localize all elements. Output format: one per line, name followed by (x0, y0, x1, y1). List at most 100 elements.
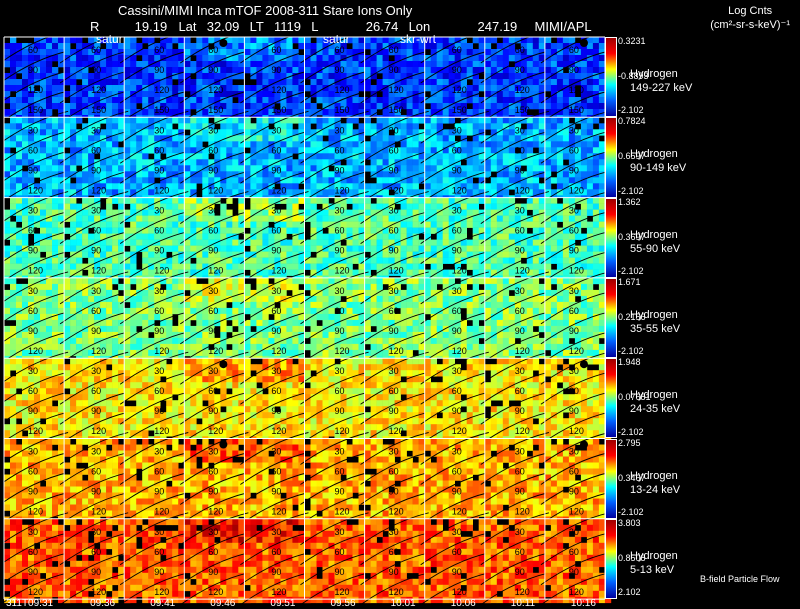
image-panel: 30 60 90 120 (180, 110, 251, 204)
contour-label: 30 (335, 447, 345, 457)
lon-label: Lon (408, 19, 431, 34)
contour-label: 30 (271, 206, 281, 216)
energy-range: 90-149 keV (630, 162, 687, 175)
image-panel: 30 60 90 120 (240, 271, 311, 365)
contour-label: 60 (452, 306, 462, 316)
contour-label: 150 (452, 105, 467, 115)
energy-range: 5-13 keV (630, 563, 675, 576)
contour-label: 120 (569, 185, 584, 195)
colorbar-min-label: -2.102 (618, 426, 644, 437)
contour-label: 30 (271, 286, 281, 296)
contour-label: 90 (28, 65, 38, 75)
contour-label: 90 (208, 567, 218, 577)
contour-label: 90 (271, 165, 281, 175)
contour-label: 90 (335, 406, 345, 416)
contour-label: 60 (208, 386, 218, 396)
contour-label: 120 (569, 587, 584, 597)
time-tick-label: 10:11 (510, 598, 536, 609)
units-label: Log Cnts (cm²-sr-s-keV)⁻¹ (710, 4, 790, 32)
contour-label: 150 (154, 105, 169, 115)
contour-label: 30 (335, 527, 345, 537)
contour-label: 120 (389, 266, 404, 276)
contour-label: 60 (91, 45, 101, 55)
contour-label: 60 (208, 547, 218, 557)
contour-label: 30 (28, 527, 38, 537)
contour-label: 30 (515, 286, 525, 296)
contour-label: 60 (91, 386, 101, 396)
contour-label: 120 (335, 507, 350, 517)
contour-label: 120 (271, 266, 286, 276)
contour-label: 120 (154, 426, 169, 436)
contour-label: 60 (335, 386, 345, 396)
contour-label: 120 (208, 426, 223, 436)
image-panel: 30 60 90 120 (300, 191, 371, 284)
contour-label: 60 (28, 45, 38, 55)
image-panel: 30 60 90 120 (360, 110, 431, 204)
contour-label: 120 (271, 507, 286, 517)
image-panel: 30 60 90 120 (480, 432, 552, 525)
image-panel: 30 60 90 120 (119, 271, 191, 365)
contour-label: 90 (154, 65, 164, 75)
image-panel: 30 60 90 120 (59, 110, 131, 204)
contour-label: 120 (154, 266, 169, 276)
colorbar (605, 37, 617, 118)
image-panel: 30 60 90 120 (540, 271, 612, 365)
contour-label: 120 (91, 85, 106, 95)
position-readout: R 19.19 Lat 32.09 LT 1119 L 26.74 Lon 24… (90, 19, 592, 34)
species-name: Hydrogen (630, 68, 678, 80)
contour-label: 30 (91, 286, 101, 296)
contour-label: 60 (154, 145, 164, 155)
contour-label: 150 (28, 105, 43, 115)
contour-label: 60 (154, 306, 164, 316)
image-panel: 30 60 90 120 (59, 191, 131, 284)
contour-label: 60 (208, 306, 218, 316)
contour-label: 90 (335, 487, 345, 497)
channel-label: Hydrogen 5-13 keV (630, 549, 678, 577)
colorbar-min-label: -2.102 (618, 346, 644, 357)
contour-label: 90 (271, 487, 281, 497)
contour-label: 30 (208, 286, 218, 296)
contour-label: 90 (515, 65, 525, 75)
contour-label: 120 (389, 185, 404, 195)
contour-label: 60 (154, 547, 164, 557)
contour-label: 120 (515, 85, 530, 95)
contour-label: 90 (389, 165, 399, 175)
channel-label: Hydrogen 35-55 keV (630, 308, 680, 336)
contour-label: 30 (154, 527, 164, 537)
contour-label: 30 (154, 286, 164, 296)
contour-label: 30 (91, 366, 101, 376)
contour-label: 120 (452, 266, 467, 276)
contour-label: 60 (335, 226, 345, 236)
contour-label: 120 (335, 266, 350, 276)
contour-label: 120 (154, 507, 169, 517)
contour-label: 60 (335, 467, 345, 477)
time-tick-label: 311T09:31 (6, 598, 54, 609)
l-value: 26.74 (365, 19, 399, 34)
colorbar-max-label: 1.362 (618, 196, 641, 207)
image-panel: 30 60 90 120 (180, 351, 251, 445)
time-tick-label: 09:46 (210, 598, 236, 609)
contour-label: 90 (389, 406, 399, 416)
contour-label: 30 (28, 366, 38, 376)
lat-value: 32.09 (206, 19, 240, 34)
contour-label: 90 (569, 567, 579, 577)
energy-range: 55-90 keV (630, 242, 681, 255)
contour-label: 90 (452, 487, 462, 497)
contour-label: 120 (91, 587, 106, 597)
contour-label: 120 (515, 266, 530, 276)
contour-label: 30 (569, 206, 579, 216)
contour-label: 30 (452, 125, 462, 135)
contour-label: 30 (154, 366, 164, 376)
contour-label: 60 (452, 145, 462, 155)
contour-label: 60 (271, 45, 281, 55)
image-panel: 30 60 90 120 (540, 432, 612, 525)
contour-label: 90 (335, 165, 345, 175)
colorbar-mid-label: 0.3467 (618, 472, 646, 483)
image-panel: 60 90 120 150 (480, 30, 552, 124)
contour-label: 90 (91, 326, 101, 336)
contour-label: 30 (515, 206, 525, 216)
contour-label: 90 (154, 165, 164, 175)
lt-value: 1119 (274, 19, 302, 34)
contour-label: 90 (28, 246, 38, 256)
